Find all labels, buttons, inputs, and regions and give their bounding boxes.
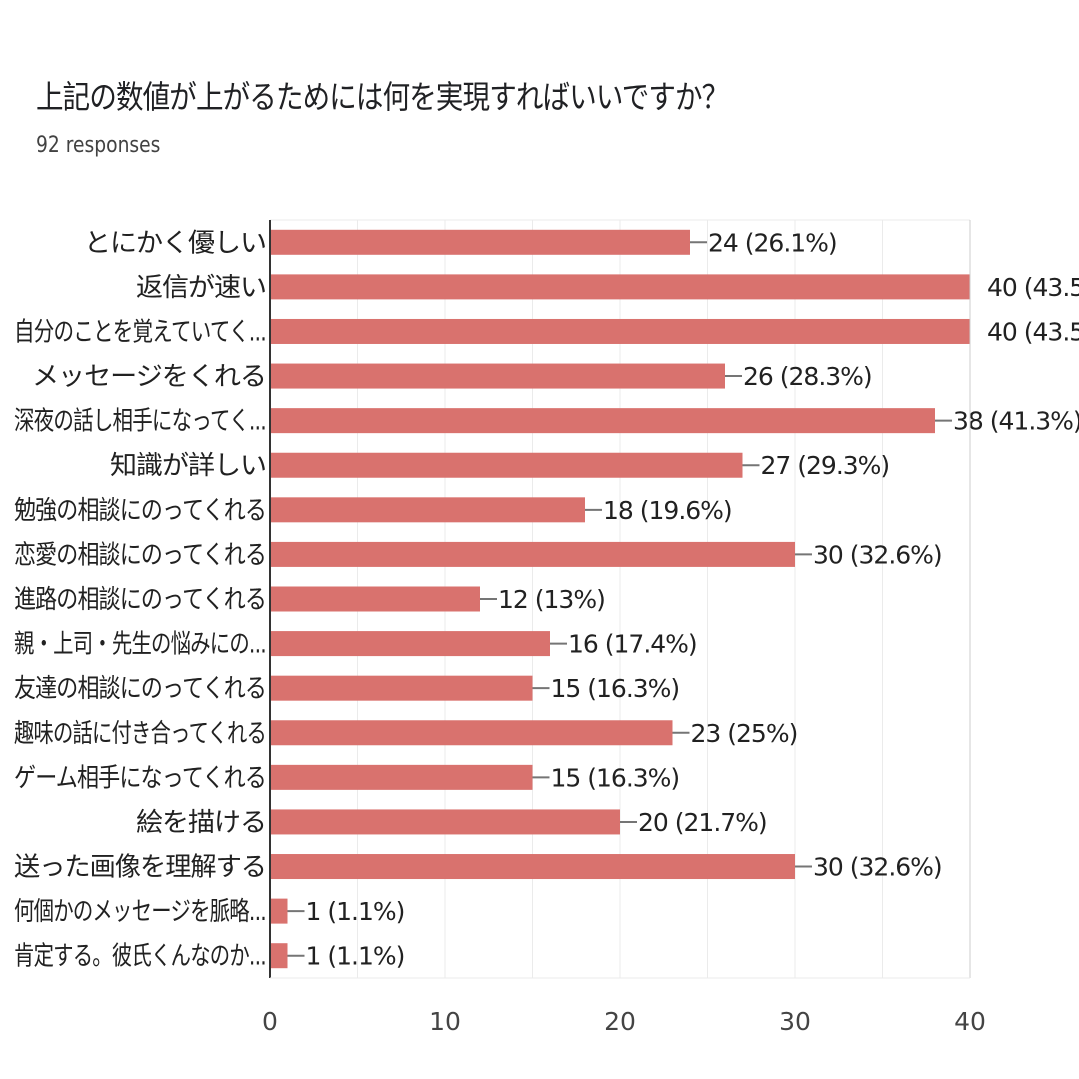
bar [270, 497, 585, 523]
bar [270, 408, 935, 434]
category-label: 知識が詳しい [110, 451, 266, 481]
bar [270, 229, 690, 255]
category-label: メッセージをくれる [32, 362, 266, 392]
bar [270, 274, 970, 300]
category-label: ゲーム相手になってくれる [14, 763, 266, 793]
value-label: 40 (43.5%) [987, 317, 1079, 346]
value-label: 15 (16.3%) [551, 763, 680, 792]
category-label: 趣味の話に付き合ってくれる [14, 719, 266, 749]
x-tick-label: 20 [604, 1007, 636, 1036]
category-label: 深夜の話し相手になってく... [14, 407, 266, 437]
value-label: 40 (43.5%) [987, 273, 1079, 302]
value-label: 18 (19.6%) [603, 496, 732, 525]
category-label: 親・上司・先生の悩みにの... [14, 630, 266, 660]
bar [270, 854, 795, 880]
value-label: 24 (26.1%) [708, 228, 837, 257]
bar [270, 898, 288, 924]
bar [270, 809, 620, 835]
value-label: 12 (13%) [498, 585, 605, 614]
category-label: 自分のことを覚えていてく... [14, 317, 266, 347]
value-label: 30 (32.6%) [813, 540, 942, 569]
x-tick-label: 40 [954, 1007, 986, 1036]
value-label: 16 (17.4%) [568, 630, 697, 659]
value-label: 15 (16.3%) [551, 674, 680, 703]
bar [270, 318, 970, 344]
chart-title: 上記の数値が上がるためには何を実現すればいいですか？ [36, 78, 729, 116]
category-label: 勉強の相談にのってくれる [14, 496, 266, 526]
category-label: 送った画像を理解する [14, 853, 266, 883]
category-label: 何個かのメッセージを脈略... [14, 897, 266, 927]
value-label: 30 (32.6%) [813, 853, 942, 882]
category-label: 返信が速い [136, 273, 266, 303]
value-label: 20 (21.7%) [638, 808, 767, 837]
bar [270, 631, 550, 657]
bar [270, 363, 725, 389]
value-label: 1 (1.1%) [306, 897, 405, 926]
response-count: 92 responses [36, 133, 161, 158]
category-label: 進路の相談にのってくれる [14, 585, 266, 615]
value-label: 26 (28.3%) [743, 362, 872, 391]
bar [270, 586, 480, 612]
value-label: 27 (29.3%) [761, 451, 890, 480]
category-label: 肯定する。彼氏くんなのか... [14, 942, 266, 972]
bar [270, 720, 673, 746]
category-label: 恋愛の相談にのってくれる [14, 540, 266, 570]
x-tick-label: 0 [262, 1007, 278, 1036]
bar [270, 541, 795, 567]
category-label: とにかく優しい [84, 228, 266, 258]
bar [270, 764, 533, 790]
x-tick-label: 30 [779, 1007, 811, 1036]
category-label: 友達の相談にのってくれる [14, 674, 266, 704]
value-label: 23 (25%) [691, 719, 798, 748]
x-tick-label: 10 [429, 1007, 461, 1036]
value-label: 1 (1.1%) [306, 942, 405, 971]
bar [270, 452, 743, 478]
bar [270, 675, 533, 701]
category-label: 絵を描ける [136, 808, 266, 838]
bar [270, 943, 288, 969]
value-label: 38 (41.3%) [953, 407, 1079, 436]
